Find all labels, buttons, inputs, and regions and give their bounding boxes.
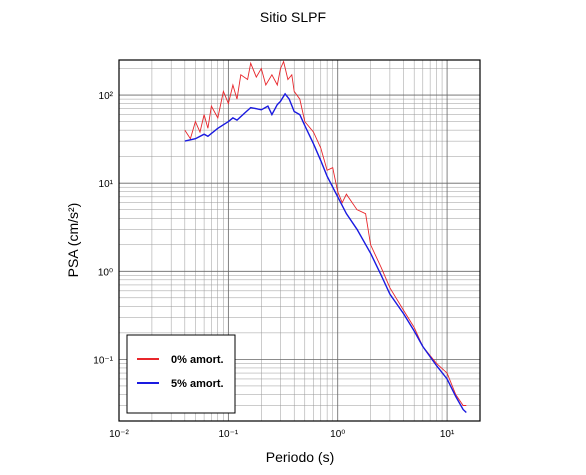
y-tick-label: 10¹ (99, 179, 114, 190)
x-axis-label: Periodo (s) (266, 449, 334, 465)
y-tick-label: 10⁻¹ (93, 355, 113, 366)
series-line (184, 60, 467, 406)
y-tick-label: 10² (99, 91, 114, 102)
x-tick-label: 10¹ (440, 429, 455, 440)
chart-title: Sitio SLPF (260, 9, 326, 25)
legend-label: 5% amort. (171, 378, 224, 390)
x-tick-label: 10⁻² (109, 429, 129, 440)
x-tick-label: 10⁻¹ (218, 429, 238, 440)
series-line (184, 92, 467, 414)
legend-box (126, 334, 236, 414)
y-axis-label: PSA (cm/s²) (65, 203, 81, 278)
legend-label: 0% amort. (171, 354, 224, 366)
plot-frame (118, 59, 481, 422)
y-tick-label: 10⁰ (98, 267, 113, 278)
x-tick-label: 10⁰ (330, 429, 345, 440)
